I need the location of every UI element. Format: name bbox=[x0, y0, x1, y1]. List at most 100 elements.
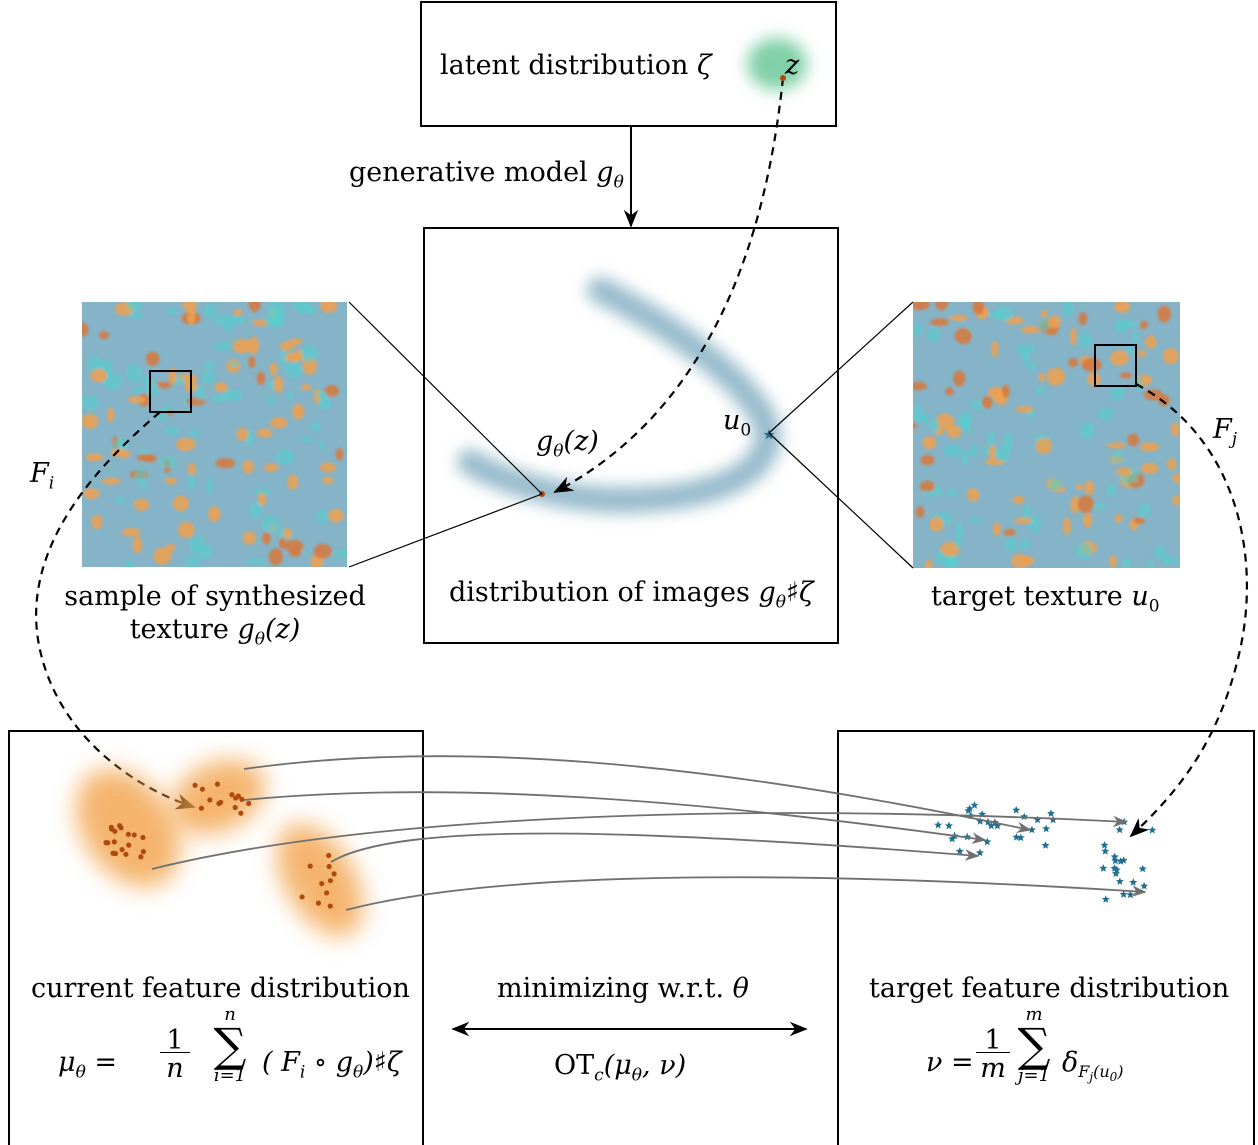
texture-spot bbox=[1124, 346, 1134, 354]
feature-star bbox=[1148, 826, 1157, 834]
texture-spot bbox=[1062, 302, 1074, 317]
texture-spot bbox=[981, 396, 993, 409]
feature-dot bbox=[131, 832, 137, 838]
texture-spot bbox=[1015, 405, 1034, 413]
texture-spot bbox=[1002, 384, 1010, 398]
feature-star bbox=[993, 821, 1002, 830]
feature-dot bbox=[118, 825, 124, 831]
feature-dot bbox=[326, 852, 332, 859]
g-z-label: gθ(z) bbox=[536, 426, 599, 462]
texture-spot bbox=[1078, 312, 1088, 326]
feature-star bbox=[1016, 833, 1025, 842]
feature-star bbox=[1020, 812, 1029, 821]
orange-cluster-2 bbox=[170, 759, 266, 835]
feature-dot bbox=[315, 900, 322, 906]
latent-to-image-dashed-arrow bbox=[553, 77, 785, 493]
texture-spot bbox=[1170, 422, 1180, 437]
feature-star bbox=[1101, 847, 1110, 855]
texture-spot bbox=[961, 449, 969, 466]
feature-dot bbox=[108, 824, 114, 830]
texture-spot bbox=[284, 352, 304, 363]
texture-spot bbox=[85, 453, 104, 462]
texture-spot bbox=[242, 460, 254, 474]
texture-spot bbox=[1090, 502, 1107, 510]
texture-spot bbox=[954, 522, 964, 538]
feature-dot bbox=[307, 863, 313, 869]
texture-spot bbox=[935, 302, 949, 311]
texture-spot bbox=[1114, 318, 1128, 334]
feature-star bbox=[945, 821, 953, 830]
u0-star bbox=[763, 429, 775, 440]
orange-cluster-1 bbox=[75, 768, 181, 888]
texture-spot bbox=[107, 407, 115, 423]
texture-spot bbox=[258, 491, 267, 507]
texture-spot bbox=[287, 474, 299, 490]
texture-spot bbox=[1122, 557, 1131, 568]
texture-spot bbox=[994, 445, 1010, 462]
texture-spot bbox=[278, 537, 287, 549]
texture-spot bbox=[167, 307, 177, 316]
texture-spot bbox=[313, 543, 332, 559]
texture-spot bbox=[1116, 467, 1132, 477]
texture-spot bbox=[125, 363, 143, 382]
nu-sum: m ∑ j=1 bbox=[1017, 1004, 1051, 1086]
texture-spot bbox=[123, 559, 135, 567]
feature-dot bbox=[246, 800, 252, 807]
generative-model-label: generative model gθ bbox=[349, 157, 624, 193]
texture-spot bbox=[222, 389, 243, 402]
synthesized-texture-image bbox=[82, 302, 347, 567]
texture-spot bbox=[153, 547, 172, 565]
texture-spot bbox=[141, 480, 148, 492]
texture-spot bbox=[215, 457, 236, 469]
nu-lhs: ν = bbox=[926, 1047, 974, 1078]
texture-spot bbox=[1004, 537, 1018, 552]
texture-spot bbox=[927, 327, 940, 343]
u0-label: u0 bbox=[723, 405, 752, 441]
texture-spot bbox=[140, 376, 154, 385]
feature-dot bbox=[112, 828, 118, 834]
feature-star bbox=[970, 801, 979, 809]
texture-spot bbox=[1109, 554, 1117, 568]
texture-spot bbox=[177, 521, 195, 538]
texture-spot bbox=[204, 303, 217, 320]
feature-star bbox=[948, 834, 957, 843]
texture-spot bbox=[1172, 473, 1180, 484]
texture-spot bbox=[126, 302, 143, 312]
target-texture-caption: target texture u0 bbox=[931, 581, 1160, 617]
texture-spot bbox=[1119, 372, 1132, 379]
texture-spot bbox=[1161, 556, 1180, 564]
feature-star bbox=[934, 820, 943, 829]
transport-arrows bbox=[151, 755, 1147, 911]
ot-cost-label: OTc(μθ, ν) bbox=[554, 1050, 687, 1086]
texture-spot bbox=[1034, 386, 1046, 395]
texture-spot bbox=[279, 350, 288, 366]
feature-dot bbox=[239, 796, 245, 802]
texture-spot bbox=[953, 370, 966, 387]
texture-spot bbox=[929, 517, 944, 532]
texture-spot bbox=[316, 508, 327, 526]
connector-left-bottom bbox=[348, 493, 543, 568]
z-point bbox=[780, 75, 786, 81]
texture-spot bbox=[324, 385, 340, 397]
mu-sum: n ∑ i=1 bbox=[213, 1004, 247, 1086]
texture-spot bbox=[930, 318, 949, 327]
texture-spot bbox=[942, 444, 962, 458]
nu-fraction: 1 m bbox=[976, 1025, 1010, 1084]
texture-spot bbox=[253, 487, 271, 495]
connector-right-bottom bbox=[768, 432, 914, 569]
texture-spot bbox=[991, 340, 999, 357]
mu-theta-lhs: μθ = bbox=[58, 1047, 118, 1083]
feature-dot bbox=[140, 834, 146, 841]
feature-star bbox=[1111, 869, 1120, 878]
texture-spot bbox=[1028, 362, 1037, 372]
texture-spot bbox=[969, 516, 981, 525]
feature-dot bbox=[198, 805, 204, 811]
feature-dot bbox=[207, 797, 213, 803]
texture-spot bbox=[229, 361, 239, 368]
texture-spot bbox=[134, 467, 146, 485]
texture-spot bbox=[1140, 320, 1148, 330]
texture-spot bbox=[269, 417, 288, 429]
feature-dot bbox=[319, 880, 325, 887]
texture-spot bbox=[206, 477, 214, 496]
feature-star bbox=[1047, 809, 1055, 817]
